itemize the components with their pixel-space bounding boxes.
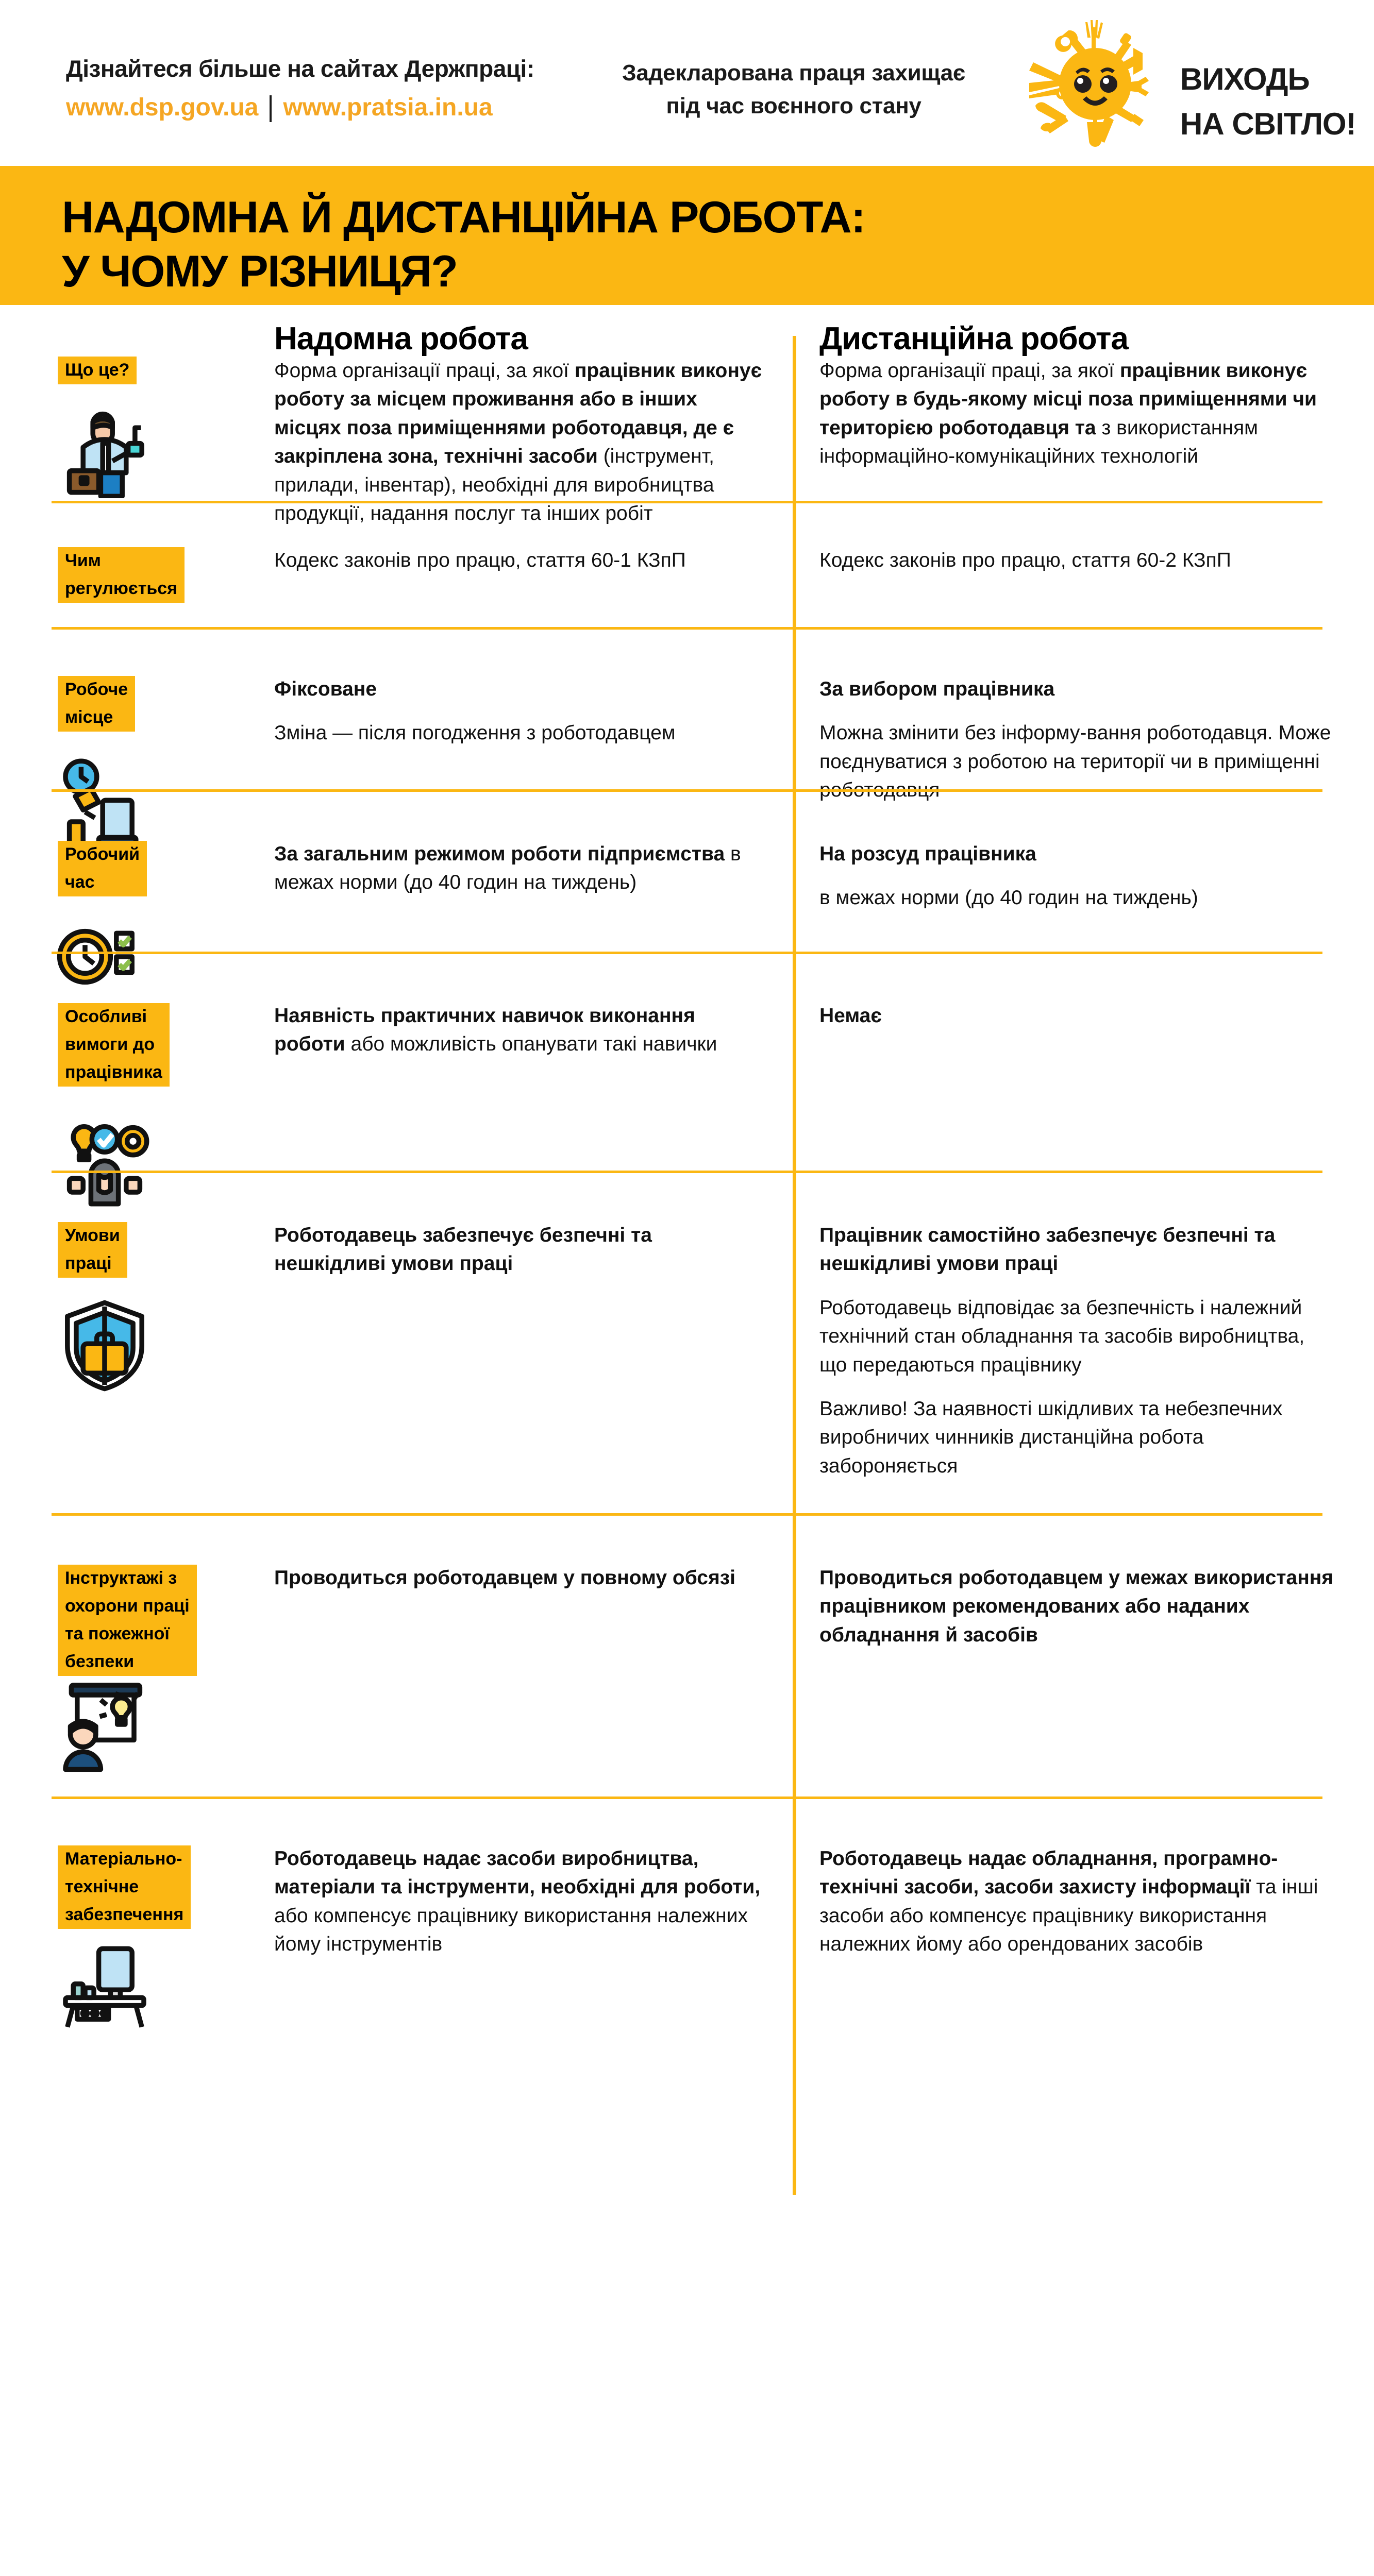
row-category-tag-line: Робоче xyxy=(58,676,136,704)
slogan-block: Задекларована праця захищає під час воєн… xyxy=(598,57,990,123)
row-category-tag-line: Чим xyxy=(58,547,108,575)
row-category-tag: Чим регулюється xyxy=(58,547,185,603)
row-category-tag-line: Інструктажі з xyxy=(58,1565,185,1592)
campaign-slogan: ВИХОДЬ НА СВІТЛО! xyxy=(1180,57,1356,146)
row-category-tag: Інструктажі з охорони праці та пожежної без… xyxy=(58,1565,197,1676)
link-pratsia-in-ua[interactable]: www.pratsia.in.ua xyxy=(283,93,493,121)
cell-home-work: Форма організації праці, за якої працівн… xyxy=(274,360,762,524)
row-category-tag: Матеріально-технічне забезпечення xyxy=(58,1845,191,1929)
clock-and-checklist-icon xyxy=(56,908,154,1006)
page-title-line-2: У ЧОМУ РІЗНИЦЯ? xyxy=(62,246,458,296)
page-title-line-1: НАДОМНА Й ДИСТАНЦІЙНА РОБОТА: xyxy=(62,193,866,242)
row-category-tag: Робоче місце xyxy=(58,676,136,732)
column-header-home-work: Надомна робота xyxy=(274,321,528,357)
more-info-label: Дізнайтеся більше на сайтах Держпраці: xyxy=(66,55,534,82)
top-bar: Дізнайтеся більше на сайтах Держпраці: w… xyxy=(0,0,1374,166)
link-dsp-gov-ua[interactable]: www.dsp.gov.ua xyxy=(66,93,259,121)
desk-with-computer-icon xyxy=(56,1933,154,2031)
row-category-tag-line: вимоги до xyxy=(58,1031,162,1059)
row-category-tag: Робочий час xyxy=(58,841,147,896)
sun-mascot-icon xyxy=(1018,18,1172,147)
row-separator xyxy=(52,1171,1322,1173)
row-category-tag: Особливі вимоги до працівника xyxy=(58,1003,170,1087)
cell-remote-work: Проводиться роботодавцем у межах викорис… xyxy=(819,1567,1334,1646)
cell-remote-work: Кодекс законів про працю, стаття 60-2 КЗ… xyxy=(819,549,1231,571)
cell-home-work: Роботодавець надає засоби виробництва, м… xyxy=(274,1848,761,1956)
row-separator xyxy=(52,627,1322,630)
page-title: НАДОМНА Й ДИСТАНЦІЙНА РОБОТА: У ЧОМУ РІЗ… xyxy=(62,191,866,299)
cell-home-work: За загальним режимом роботи підприємства… xyxy=(274,843,741,894)
row-category-tag-line: та пожежної xyxy=(58,1620,177,1648)
row-category-tag-line: праці xyxy=(58,1250,119,1278)
cell-remote-work: Роботодавець надає обладнання, програмно… xyxy=(819,1848,1318,1956)
row-separator xyxy=(52,789,1322,792)
dsp-links-block: Дізнайтеся більше на сайтах Держпраці: w… xyxy=(66,55,534,122)
skills-lightbulb-gear-people-icon xyxy=(56,1114,154,1212)
column-header-remote-work: Дистанційна робота xyxy=(819,321,1129,357)
row-separator xyxy=(52,1513,1322,1516)
row-separator xyxy=(52,501,1322,503)
row-category-tag-line: безпеки xyxy=(58,1648,142,1676)
row-category-tag-line: Що це? xyxy=(58,357,137,384)
trainer-with-presentation-board-icon xyxy=(56,1675,154,1773)
row-separator xyxy=(52,952,1322,954)
campaign-line-1: ВИХОДЬ xyxy=(1180,62,1310,96)
row-category-tag-line: місце xyxy=(58,704,121,732)
slogan-line-1: Задекларована праця захищає xyxy=(622,60,965,86)
row-category-tag-line: забезпечення xyxy=(58,1901,191,1929)
row-category-tag-line: Матеріально- xyxy=(58,1845,190,1873)
shield-with-briefcase-icon xyxy=(56,1297,154,1395)
cell-home-work: Наявність практичних навичок виконання р… xyxy=(274,1005,717,1056)
worker-with-briefcase-and-key-icon xyxy=(56,400,154,499)
column-divider xyxy=(793,336,796,2195)
row-category-tag-line: Робочий xyxy=(58,841,147,869)
row-category-tag-line: охорони праці xyxy=(58,1592,197,1620)
row-category-tag-line: Особливі xyxy=(58,1003,155,1031)
dsp-links: www.dsp.gov.ua www.pratsia.in.ua xyxy=(66,94,534,122)
row-category-tag-line: Умови xyxy=(58,1222,127,1250)
cell-home-work: Кодекс законів про працю, стаття 60-1 КЗ… xyxy=(274,549,686,571)
cell-remote-work: Форма організації праці, за якої працівн… xyxy=(819,360,1317,468)
clock-and-laptop-workplace-icon xyxy=(56,753,154,851)
row-category-tag-line: регулюється xyxy=(58,575,185,603)
row-category-tag-line: працівника xyxy=(58,1059,170,1087)
row-separator xyxy=(52,1797,1322,1799)
cell-home-work: Роботодавець забезпечує безпечні та нешк… xyxy=(274,1224,652,1275)
link-separator xyxy=(270,95,272,122)
row-category-tag-line: час xyxy=(58,869,102,896)
cell-remote-work: Працівник самостійно забезпечує безпечні… xyxy=(819,1224,1305,1477)
cell-home-work: Фіксоване Зміна — після погодження з робо… xyxy=(274,678,676,744)
slogan-line-2: під час воєнного стану xyxy=(666,93,921,118)
cell-remote-work: За вибором працівника Можна змінити без і… xyxy=(819,678,1331,802)
cell-home-work: Проводиться роботодавцем у повному обсяз… xyxy=(274,1567,735,1589)
campaign-line-2: НА СВІТЛО! xyxy=(1180,107,1356,141)
cell-remote-work: Немає xyxy=(819,1005,882,1027)
cell-remote-work: На розсуд працівника в межах норми (до 40… xyxy=(819,843,1198,909)
row-category-tag: Що це? xyxy=(58,357,137,384)
row-category-tag: Умови праці xyxy=(58,1222,127,1278)
title-band: НАДОМНА Й ДИСТАНЦІЙНА РОБОТА: У ЧОМУ РІЗ… xyxy=(0,166,1374,305)
row-category-tag-line: технічне xyxy=(58,1873,146,1901)
